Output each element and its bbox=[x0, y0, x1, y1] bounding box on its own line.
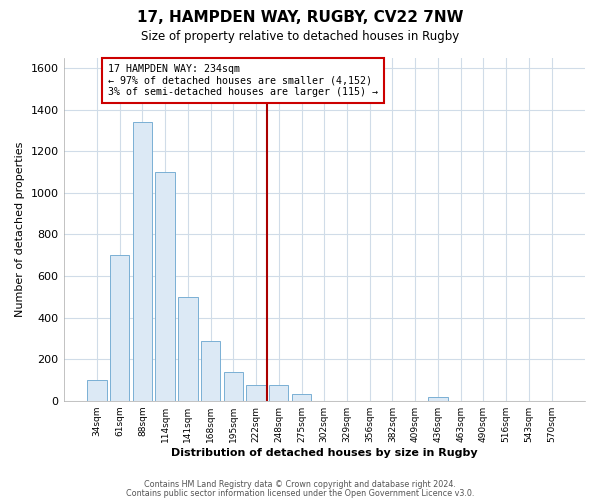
Y-axis label: Number of detached properties: Number of detached properties bbox=[15, 142, 25, 317]
Bar bbox=[269, 385, 289, 400]
Bar bbox=[155, 172, 175, 400]
Bar bbox=[292, 394, 311, 400]
Bar bbox=[178, 296, 197, 401]
Bar bbox=[428, 397, 448, 400]
Bar bbox=[87, 380, 107, 400]
Bar bbox=[133, 122, 152, 400]
Text: Contains public sector information licensed under the Open Government Licence v3: Contains public sector information licen… bbox=[126, 488, 474, 498]
Bar bbox=[224, 372, 243, 400]
Text: 17 HAMPDEN WAY: 234sqm
← 97% of detached houses are smaller (4,152)
3% of semi-d: 17 HAMPDEN WAY: 234sqm ← 97% of detached… bbox=[108, 64, 378, 97]
Text: Size of property relative to detached houses in Rugby: Size of property relative to detached ho… bbox=[141, 30, 459, 43]
Bar bbox=[201, 342, 220, 400]
Bar bbox=[110, 255, 130, 400]
Text: 17, HAMPDEN WAY, RUGBY, CV22 7NW: 17, HAMPDEN WAY, RUGBY, CV22 7NW bbox=[137, 10, 463, 25]
X-axis label: Distribution of detached houses by size in Rugby: Distribution of detached houses by size … bbox=[171, 448, 478, 458]
Text: Contains HM Land Registry data © Crown copyright and database right 2024.: Contains HM Land Registry data © Crown c… bbox=[144, 480, 456, 489]
Bar bbox=[247, 385, 266, 400]
